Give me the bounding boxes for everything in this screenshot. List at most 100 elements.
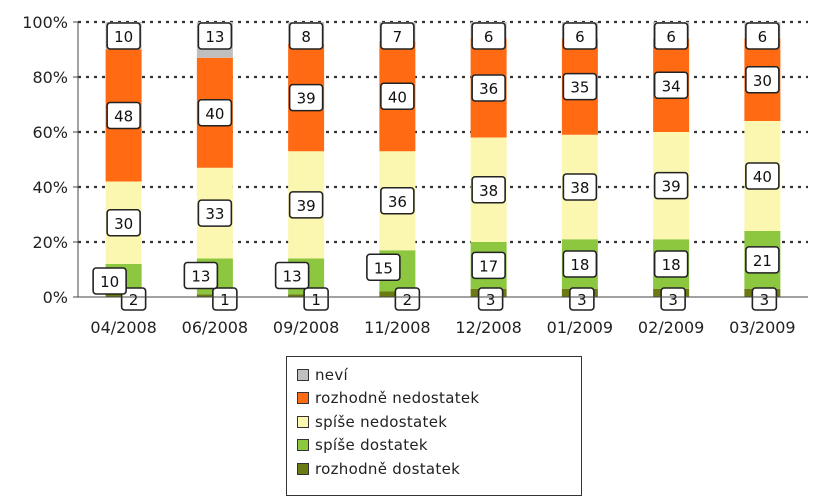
value-label: 13: [197, 22, 233, 50]
value-label-box: [380, 22, 415, 50]
legend-label: rozhodně dostatek: [315, 459, 461, 478]
value-label-box: [288, 191, 324, 219]
value-label: 33: [197, 199, 233, 227]
legend-label: spíše dostatek: [315, 436, 428, 455]
value-label-box: [380, 186, 415, 215]
value-label-text: 36: [388, 193, 407, 211]
value-label: 34: [653, 71, 689, 100]
value-label-box: [274, 261, 310, 290]
value-label-box: [197, 22, 233, 50]
value-label: 15: [366, 253, 401, 282]
value-label: 18: [562, 250, 598, 278]
y-tick-label: 20%: [32, 233, 68, 252]
value-label: 10: [92, 267, 127, 295]
value-label-text: 39: [662, 178, 681, 196]
value-label-text: 3: [486, 291, 496, 309]
value-label: 18: [653, 250, 689, 278]
legend-item-nevi: neví: [297, 363, 581, 387]
value-label-box: [653, 71, 689, 100]
value-label-text: 30: [114, 215, 133, 233]
value-label: 36: [380, 186, 415, 215]
value-label-box: [106, 22, 141, 50]
legend-swatch: [297, 392, 309, 405]
value-label-text: 10: [100, 273, 119, 291]
value-label-box: [477, 287, 504, 311]
value-label: 1: [303, 287, 329, 311]
value-label: 3: [477, 287, 504, 311]
x-tick-label: 06/2008: [182, 318, 248, 337]
legend: neví rozhodně nedostatek spíše nedostate…: [286, 356, 582, 496]
legend-label: rozhodně nedostatek: [315, 389, 480, 408]
x-tick-label: 11/2008: [364, 318, 430, 337]
value-label: 8: [288, 22, 324, 50]
value-label-box: [471, 175, 506, 204]
value-label: 39: [653, 171, 689, 200]
y-tick-label: 40%: [32, 178, 68, 197]
value-label: 10: [106, 22, 141, 50]
gridlines: [78, 20, 808, 244]
value-label-box: [471, 74, 506, 102]
value-label-text: 21: [753, 252, 772, 270]
value-label: 3: [751, 287, 778, 311]
value-label-text: 40: [388, 88, 407, 106]
value-label-text: 36: [479, 80, 498, 98]
value-label: 39: [288, 191, 324, 219]
value-label-box: [120, 287, 147, 311]
value-label-text: 40: [205, 105, 224, 123]
legend-label: spíše nedostatek: [315, 412, 448, 431]
value-label-box: [653, 171, 689, 200]
legend-swatch: [297, 439, 309, 452]
value-label: 6: [471, 22, 506, 50]
value-label: 40: [380, 82, 415, 111]
value-label: 6: [562, 22, 598, 50]
value-label-text: 34: [662, 77, 681, 95]
value-label: 3: [660, 287, 686, 311]
value-label: 6: [745, 22, 780, 50]
value-label-box: [197, 98, 233, 127]
value-label-text: 6: [666, 28, 676, 46]
y-tick-label: 80%: [32, 68, 68, 87]
stacked-bar-chart: 0%20%40%60%80%100% 210304810113334013113…: [22, 13, 808, 337]
legend-item-spise-nedostatek: spíše nedostatek: [297, 410, 581, 434]
value-label-box: [212, 287, 238, 311]
data-labels: 2103048101133340131133939821536407317383…: [92, 22, 780, 311]
value-label-box: [562, 72, 598, 101]
value-label-box: [745, 65, 780, 94]
value-label: 3: [569, 287, 595, 311]
value-label: 13: [183, 261, 219, 290]
value-label-text: 13: [283, 268, 302, 286]
value-label-box: [660, 287, 686, 311]
value-label-text: 7: [393, 28, 403, 46]
value-label: 30: [106, 208, 141, 237]
value-label-box: [653, 22, 689, 50]
value-label: 38: [562, 173, 598, 201]
value-label: 2: [394, 287, 421, 311]
y-tick-label: 0%: [43, 288, 68, 307]
value-label-text: 30: [753, 72, 772, 90]
value-label-box: [562, 173, 598, 201]
value-label-text: 35: [570, 79, 589, 97]
value-label-box: [471, 22, 506, 50]
value-label-text: 48: [114, 108, 133, 126]
value-label-text: 15: [374, 259, 393, 277]
value-label-box: [303, 287, 329, 311]
value-label-text: 38: [570, 179, 589, 197]
value-label-text: 1: [311, 291, 321, 309]
value-label-text: 6: [575, 28, 585, 46]
legend-swatch: [297, 368, 309, 381]
value-label-box: [745, 246, 780, 274]
value-label-box: [106, 208, 141, 237]
value-label-box: [653, 250, 689, 278]
value-label: 2: [120, 287, 147, 311]
value-label: 40: [745, 162, 780, 190]
value-label-text: 1: [220, 291, 230, 309]
value-label: 35: [562, 72, 598, 101]
legend-swatch: [297, 415, 309, 428]
value-label: 38: [471, 175, 506, 204]
value-label-box: [366, 253, 401, 282]
value-label: 7: [380, 22, 415, 50]
value-label-box: [288, 83, 324, 112]
legend-item-rozhodne-dostatek: rozhodně dostatek: [297, 457, 581, 481]
value-label: 36: [471, 74, 506, 102]
value-label-box: [745, 162, 780, 190]
